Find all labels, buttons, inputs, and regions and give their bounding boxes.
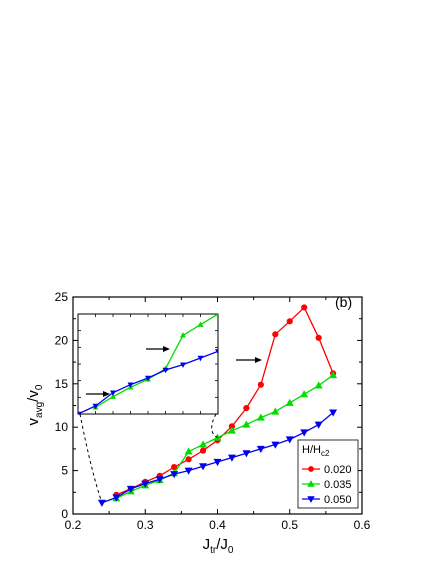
data-point-2 — [242, 450, 251, 458]
inset-data-point-1 — [92, 403, 99, 410]
legend-title: H/Hc2 — [302, 444, 330, 458]
x-tick-label: 0.6 — [354, 518, 371, 532]
y-tick-label: 15 — [55, 377, 69, 391]
data-point-1 — [314, 381, 323, 389]
y-tick-label: 5 — [61, 464, 68, 478]
data-point-1 — [199, 440, 208, 448]
data-point-2 — [199, 463, 208, 471]
y-tick-label: 20 — [55, 333, 69, 347]
data-point-2 — [285, 436, 294, 444]
x-tick-label: 0.5 — [281, 518, 298, 532]
data-point-2 — [126, 485, 135, 493]
legend-entry-label: 0.035 — [324, 479, 352, 491]
data-point-2 — [155, 476, 164, 484]
arrow-inset-middle-head — [163, 346, 170, 352]
data-point-2 — [329, 409, 338, 417]
series-line-1 — [116, 374, 334, 499]
zoom-connector-right — [211, 413, 218, 439]
x-tick-label: 0.3 — [137, 518, 154, 532]
legend-marker — [307, 480, 315, 487]
inset-data-point-1 — [109, 390, 117, 396]
data-point-0 — [199, 447, 207, 454]
data-point-1 — [271, 407, 280, 415]
zoom-connector-left — [79, 413, 103, 503]
y-axis-label-part: /v — [25, 390, 42, 402]
data-point-0 — [272, 331, 279, 338]
inset-data-point-1 — [127, 382, 134, 388]
annotations — [86, 346, 262, 397]
data-point-2 — [184, 467, 193, 475]
x-axis-label-part: 0 — [228, 545, 234, 556]
legend: H/Hc2 0.020 0.035 0.050 — [297, 439, 359, 509]
data-point-2 — [213, 458, 222, 467]
data-point-0 — [171, 464, 178, 471]
inset-data-point-0 — [179, 332, 187, 338]
data-point-0 — [301, 304, 308, 311]
data-point-1 — [300, 390, 309, 398]
data-point-2 — [112, 494, 121, 502]
data-point-2 — [141, 480, 150, 488]
inset-plot-area — [77, 313, 219, 503]
data-point-1 — [227, 426, 236, 434]
inset-data-point-0 — [214, 314, 218, 317]
inset-data-point-0 — [109, 393, 117, 399]
x-tick-label: 0.4 — [209, 518, 226, 532]
main-plot-area: 0.2 0.3 0.4 0.5 0.6 0 5 10 15 20 25 — [55, 290, 371, 532]
legend-entry-label: 0.050 — [324, 494, 352, 506]
data-point-0 — [315, 334, 322, 341]
legend-title-sub: c2 — [321, 449, 330, 458]
data-point-2 — [314, 421, 323, 429]
x-axis-label-part: /J — [216, 536, 228, 553]
legend-marker — [307, 496, 315, 503]
y-tick-label: 25 — [55, 290, 69, 304]
legend-entry-label: 0.020 — [324, 464, 352, 476]
data-point-0 — [286, 318, 293, 325]
data-point-2 — [97, 499, 106, 507]
arrow-inset-lower-head — [103, 391, 110, 397]
data-point-2 — [227, 454, 236, 462]
inset-data-point-1 — [144, 375, 152, 382]
data-point-0 — [185, 456, 192, 463]
inset-frame — [77, 313, 219, 415]
series-line-0 — [116, 306, 334, 496]
data-point-2 — [300, 429, 309, 437]
data-point-1 — [184, 447, 193, 455]
y-axis-label: vavg/v0 — [25, 384, 45, 425]
data-point-1 — [242, 420, 251, 428]
inset-data-point-1 — [162, 367, 169, 374]
y-axis-label-part: avg — [34, 402, 45, 418]
y-axis-label-part: 0 — [34, 384, 45, 390]
data-point-0 — [257, 381, 264, 388]
data-point-2 — [271, 441, 280, 449]
data-point-1 — [285, 398, 294, 406]
panel-label: (b) — [335, 294, 352, 310]
arrow-main-head — [255, 357, 262, 363]
data-point-0 — [243, 405, 250, 412]
x-axis-label-part: tr — [210, 545, 217, 556]
inset-data-point-1 — [78, 411, 82, 414]
y-tick-label: 10 — [55, 420, 69, 434]
data-point-1 — [256, 413, 265, 421]
inset-data — [78, 314, 218, 414]
y-axis-label-part: v — [25, 417, 42, 425]
inset-data-point-1 — [214, 349, 218, 355]
y-tick-label: 0 — [61, 507, 68, 521]
inset-data-point-0 — [197, 321, 204, 327]
inset-data-point-1 — [197, 355, 204, 362]
legend-marker — [308, 466, 314, 472]
data-point-1 — [329, 370, 338, 379]
data-point-2 — [256, 445, 265, 454]
x-axis-label-part: J — [203, 536, 211, 553]
legend-title-main: H/H — [302, 444, 321, 456]
x-axis-label: Jtr/J0 — [203, 536, 234, 556]
x-tick-label: 0.2 — [65, 518, 82, 532]
inset-data-point-1 — [179, 362, 187, 368]
data-point-2 — [170, 471, 179, 479]
